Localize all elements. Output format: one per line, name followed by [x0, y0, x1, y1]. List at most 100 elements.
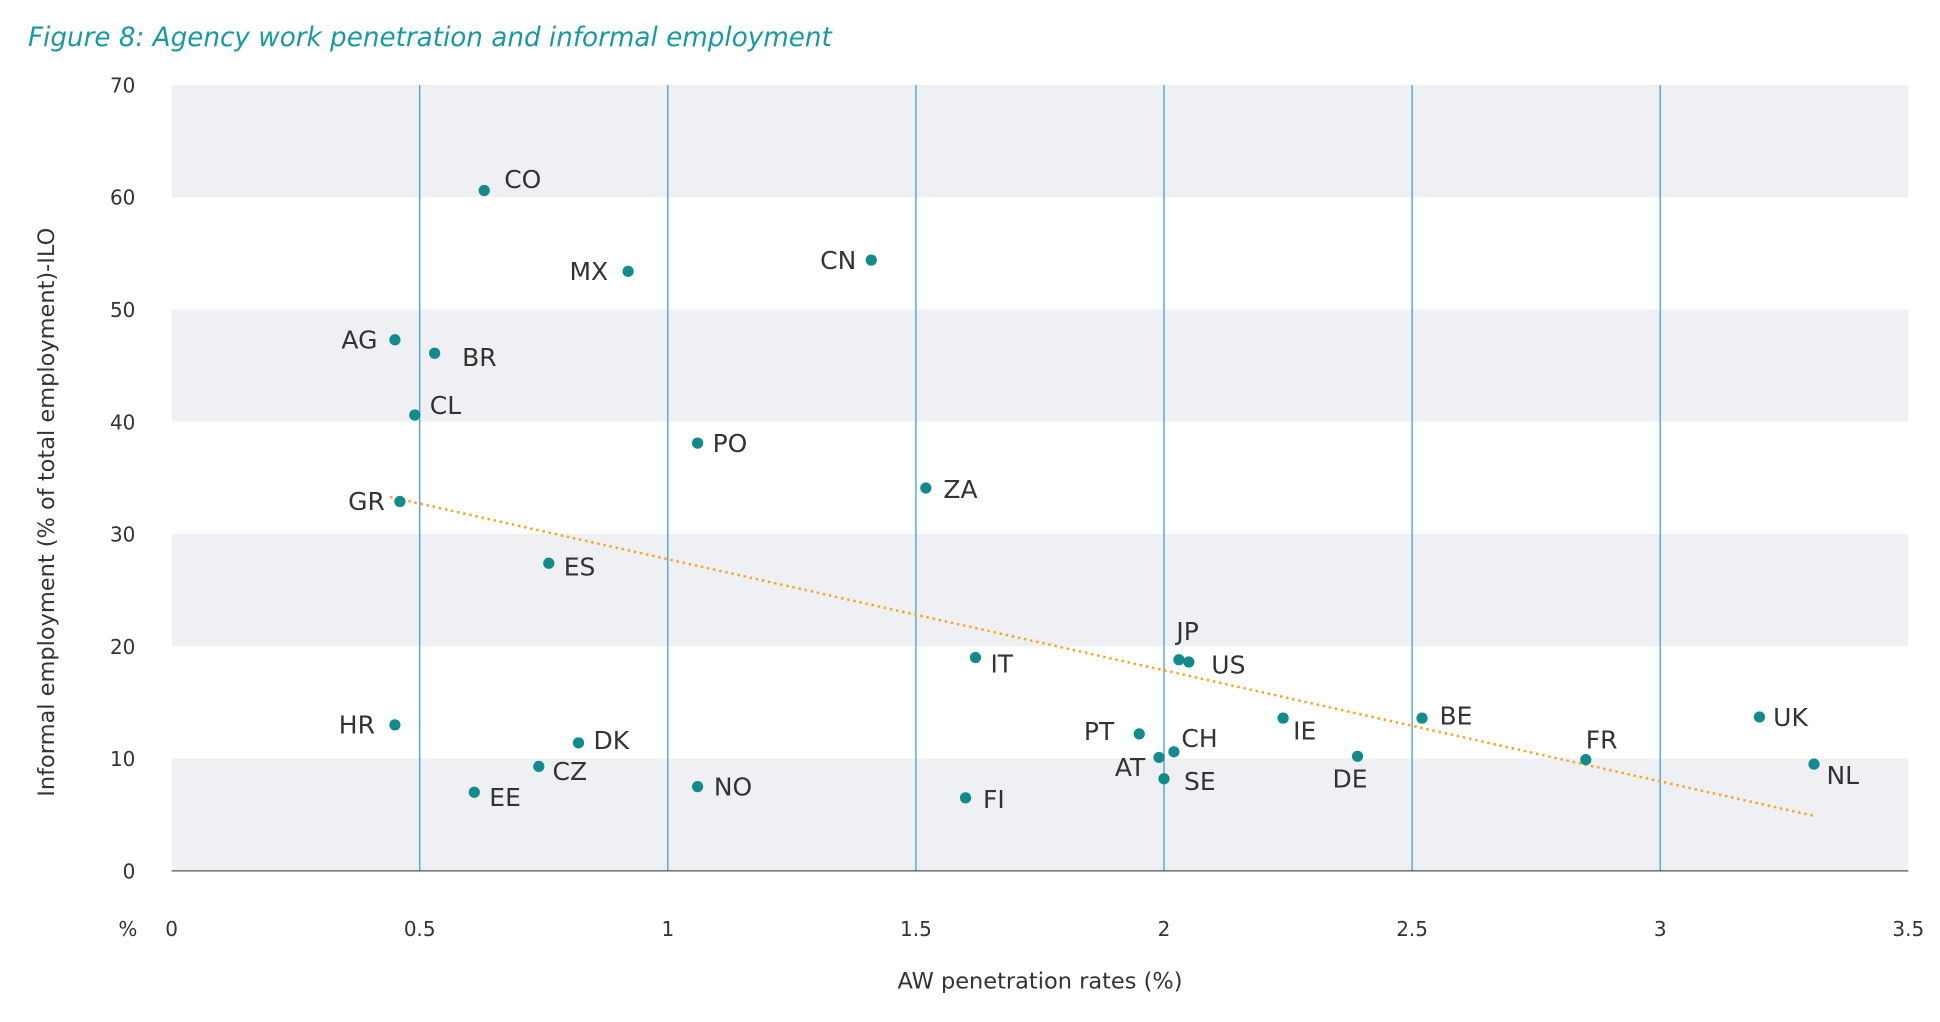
point-cn: CN	[820, 246, 877, 275]
point-jp: JP	[1173, 617, 1199, 666]
data-point	[969, 651, 982, 664]
point-fi: FI	[959, 785, 1005, 814]
point-label: CL	[430, 391, 461, 420]
y-tick-label: 0	[123, 859, 136, 883]
point-cz: CZ	[533, 757, 587, 786]
background-bands	[171, 84, 1909, 871]
point-fr: FR	[1580, 725, 1618, 766]
data-point	[409, 409, 421, 421]
x-unit-label: %	[118, 917, 137, 941]
x-tick-label: 3.5	[1892, 917, 1924, 941]
data-point	[1580, 754, 1592, 766]
data-point	[959, 792, 972, 804]
point-it: IT	[969, 650, 1014, 679]
x-tick-label: 2.5	[1396, 917, 1428, 941]
chart-title: Figure 8: Agency work penetration and in…	[28, 23, 834, 53]
point-label: DK	[594, 726, 630, 755]
vertical-gridlines	[419, 84, 1661, 871]
y-tick-labels: 0 10 20 30 40 50 60 70	[110, 73, 135, 883]
point-se: SE	[1158, 767, 1216, 796]
x-tick-label: 2	[1158, 917, 1171, 941]
y-tick-label: 10	[110, 747, 135, 771]
data-point	[1133, 728, 1145, 740]
point-us: US	[1183, 650, 1245, 679]
data-point	[543, 557, 555, 569]
data-point	[865, 254, 877, 266]
data-point	[1351, 750, 1364, 762]
data-point	[389, 334, 401, 346]
y-axis-label: Informal employment (% of total employme…	[34, 228, 60, 797]
grid-band	[171, 84, 1909, 198]
point-nl: NL	[1808, 758, 1860, 790]
point-label: IT	[990, 650, 1013, 679]
point-label: ZA	[943, 475, 977, 504]
x-tick-label: 1.5	[900, 917, 932, 941]
point-label: MX	[569, 257, 608, 286]
data-point	[691, 437, 704, 449]
data-point	[1173, 654, 1185, 666]
point-label: NO	[714, 772, 752, 801]
point-hr: HR	[339, 711, 401, 740]
point-label: EE	[489, 783, 521, 812]
point-label: CZ	[553, 757, 588, 786]
y-tick-label: 70	[110, 73, 135, 97]
data-point	[1153, 751, 1165, 764]
x-tick-labels: 0 0.5 1 1.5 2 2.5 3 3.5	[165, 917, 1924, 941]
data-point	[428, 347, 441, 359]
point-po: PO	[691, 429, 748, 458]
data-point	[394, 495, 406, 508]
point-label: NL	[1827, 761, 1860, 790]
point-de: DE	[1333, 750, 1368, 794]
point-za: ZA	[920, 475, 978, 504]
y-tick-label: 30	[110, 523, 135, 547]
y-tick-label: 20	[110, 635, 135, 659]
x-tick-label: 0	[165, 917, 178, 941]
point-uk: UK	[1753, 703, 1808, 732]
data-point	[691, 781, 704, 793]
point-br: BR	[428, 343, 497, 372]
point-es: ES	[543, 553, 595, 582]
point-label: SE	[1184, 767, 1216, 796]
data-point	[389, 719, 401, 731]
point-label: CO	[504, 165, 541, 194]
point-label: ES	[564, 553, 596, 582]
point-label: DE	[1333, 765, 1368, 794]
x-axis-label: AW penetration rates (%)	[897, 968, 1182, 994]
point-no: NO	[691, 772, 752, 801]
point-label: FI	[983, 785, 1005, 814]
point-label: AG	[341, 326, 377, 355]
data-point	[1753, 711, 1766, 723]
point-label: BE	[1440, 701, 1473, 730]
grid-band	[171, 758, 1909, 871]
point-ee: EE	[468, 783, 521, 812]
data-point	[622, 265, 634, 277]
data-point	[533, 760, 545, 773]
point-label: IE	[1293, 716, 1316, 745]
grid-band	[171, 534, 1909, 647]
point-pt: PT	[1084, 717, 1145, 746]
data-point	[572, 737, 585, 749]
data-point	[468, 786, 480, 798]
point-label: GR	[348, 487, 385, 516]
point-be: BE	[1416, 701, 1472, 730]
point-label: CH	[1181, 724, 1217, 753]
point-label: JP	[1174, 617, 1198, 646]
data-point	[920, 482, 932, 494]
point-label: PO	[713, 429, 748, 458]
point-ag: AG	[341, 326, 401, 355]
point-label: FR	[1586, 725, 1618, 754]
point-mx: MX	[569, 257, 634, 286]
x-tick-label: 0.5	[404, 917, 436, 941]
data-point	[1808, 758, 1820, 770]
point-label: US	[1211, 650, 1245, 679]
point-label: HR	[339, 711, 375, 740]
point-cl: CL	[409, 391, 461, 421]
data-point	[1158, 773, 1170, 785]
point-ch: CH	[1168, 724, 1218, 758]
point-gr: GR	[348, 487, 406, 516]
data-point	[1168, 746, 1180, 758]
data-point	[1416, 712, 1428, 724]
y-tick-label: 60	[110, 186, 135, 210]
